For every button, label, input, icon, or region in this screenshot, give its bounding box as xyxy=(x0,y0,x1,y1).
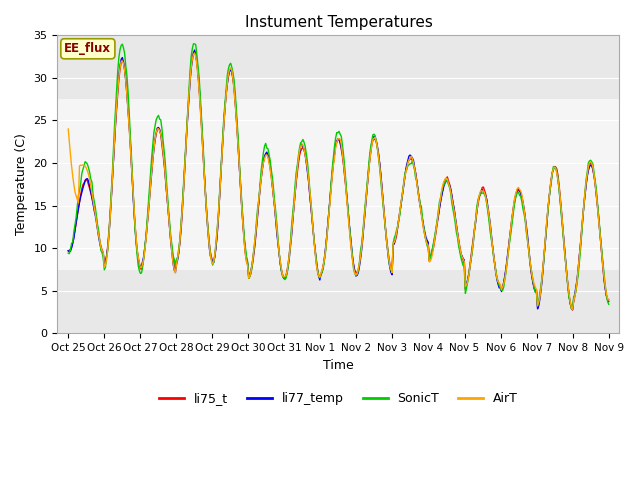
SonicT xyxy=(293,163,301,168)
li77_temp xyxy=(234,132,241,138)
li77_temp xyxy=(293,166,301,171)
li75_t xyxy=(569,307,577,313)
li77_temp xyxy=(65,248,72,253)
AirT xyxy=(368,143,376,149)
Line: SonicT: SonicT xyxy=(68,44,609,309)
X-axis label: Time: Time xyxy=(323,359,354,372)
li75_t xyxy=(65,248,72,253)
AirT xyxy=(191,50,198,56)
SonicT xyxy=(189,41,197,47)
AirT xyxy=(463,282,470,288)
SonicT xyxy=(605,301,612,307)
li75_t xyxy=(191,49,198,55)
li75_t xyxy=(368,142,376,148)
li77_temp xyxy=(191,47,198,53)
li75_t xyxy=(605,297,612,302)
SonicT xyxy=(368,139,376,144)
SonicT xyxy=(234,123,241,129)
SonicT xyxy=(394,223,401,229)
Line: li75_t: li75_t xyxy=(68,52,609,310)
li77_temp xyxy=(556,196,564,202)
Legend: li75_t, li77_temp, SonicT, AirT: li75_t, li77_temp, SonicT, AirT xyxy=(154,387,523,410)
li75_t xyxy=(463,282,470,288)
li75_t xyxy=(234,130,241,136)
li75_t xyxy=(394,225,401,230)
Line: li77_temp: li77_temp xyxy=(68,50,609,310)
AirT xyxy=(394,223,401,229)
li77_temp xyxy=(569,307,577,312)
Line: AirT: AirT xyxy=(68,53,609,310)
li77_temp xyxy=(394,224,401,229)
SonicT xyxy=(463,285,470,291)
Y-axis label: Temperature (C): Temperature (C) xyxy=(15,133,28,235)
Text: EE_flux: EE_flux xyxy=(65,42,111,55)
Bar xyxy=(58,99,620,270)
SonicT xyxy=(568,306,575,312)
AirT xyxy=(293,167,301,172)
AirT xyxy=(605,297,612,303)
li77_temp xyxy=(463,281,470,287)
AirT xyxy=(556,194,564,200)
SonicT xyxy=(65,250,72,256)
AirT xyxy=(569,307,577,312)
li75_t xyxy=(293,170,301,176)
AirT xyxy=(65,126,72,132)
li75_t xyxy=(556,193,564,199)
AirT xyxy=(234,135,241,141)
li77_temp xyxy=(605,299,612,304)
SonicT xyxy=(556,198,564,204)
li77_temp xyxy=(368,140,376,146)
Title: Instument Temperatures: Instument Temperatures xyxy=(244,15,433,30)
